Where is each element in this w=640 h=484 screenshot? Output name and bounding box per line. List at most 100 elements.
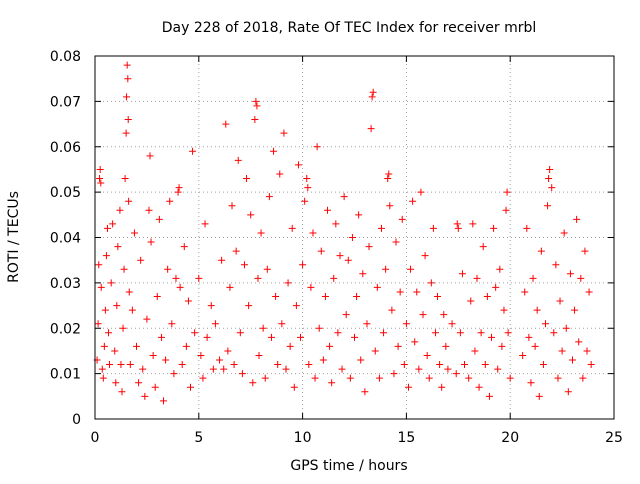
- data-point: [234, 156, 242, 164]
- data-point: [423, 351, 431, 359]
- data-point: [101, 306, 109, 314]
- data-point: [311, 374, 319, 382]
- data-point: [500, 306, 508, 314]
- data-point: [263, 265, 271, 273]
- data-point: [523, 224, 531, 232]
- data-point: [554, 374, 562, 382]
- data-point: [123, 93, 131, 101]
- data-point: [353, 292, 361, 300]
- data-point: [496, 265, 504, 273]
- x-tick-label: 20: [501, 430, 519, 446]
- data-point: [388, 306, 396, 314]
- data-point: [106, 361, 114, 369]
- data-point: [394, 342, 402, 350]
- data-point: [207, 302, 215, 310]
- data-point: [573, 215, 581, 223]
- data-point: [535, 392, 543, 400]
- data-point: [119, 324, 127, 332]
- data-point: [118, 388, 126, 396]
- data-point: [220, 365, 228, 373]
- data-point: [151, 383, 159, 391]
- data-point: [100, 342, 108, 350]
- data-point: [313, 143, 321, 151]
- data-point: [270, 147, 278, 155]
- tick-labels: 0 5 10 15 20 25 0 0.01 0.02 0.03 0.04 0.05 0.06 0.07 0…: [50, 49, 623, 446]
- data-point: [304, 184, 312, 192]
- data-point: [438, 383, 446, 391]
- data-point: [344, 256, 352, 264]
- data-point: [342, 311, 350, 319]
- data-point: [448, 320, 456, 328]
- data-point: [458, 270, 466, 278]
- data-point: [521, 288, 529, 296]
- data-point: [96, 175, 104, 183]
- data-point: [149, 351, 157, 359]
- data-point: [267, 333, 275, 341]
- data-point: [125, 197, 133, 205]
- data-point: [184, 297, 192, 305]
- y-tick-label: 0.07: [50, 94, 81, 110]
- data-point: [125, 288, 133, 296]
- data-point: [153, 292, 161, 300]
- y-tick-label: 0.04: [50, 231, 81, 247]
- data-point: [519, 351, 527, 359]
- data-point: [328, 379, 336, 387]
- data-point: [164, 265, 172, 273]
- data-point: [407, 265, 415, 273]
- data-point: [203, 333, 211, 341]
- data-point: [121, 175, 129, 183]
- data-point: [146, 152, 154, 160]
- data-point: [259, 324, 267, 332]
- data-point: [278, 320, 286, 328]
- data-point: [319, 356, 327, 364]
- data-point: [469, 220, 477, 228]
- data-point: [141, 392, 149, 400]
- data-point: [135, 379, 143, 387]
- data-point: [122, 129, 130, 137]
- data-point: [315, 324, 323, 332]
- data-point: [386, 202, 394, 210]
- data-point: [305, 361, 313, 369]
- data-point: [292, 302, 300, 310]
- data-point: [130, 229, 138, 237]
- data-point: [467, 297, 475, 305]
- x-tick-label: 5: [194, 430, 203, 446]
- y-tick-label: 0.06: [50, 140, 81, 156]
- data-point: [533, 306, 541, 314]
- data-point: [240, 261, 248, 269]
- data-point: [265, 193, 273, 201]
- data-point: [400, 361, 408, 369]
- data-point: [236, 329, 244, 337]
- data-point: [503, 188, 511, 196]
- data-point: [224, 347, 232, 355]
- data-point: [583, 347, 591, 355]
- data-point: [332, 220, 340, 228]
- data-point: [525, 333, 533, 341]
- data-point: [294, 161, 302, 169]
- data-point: [365, 243, 373, 251]
- data-point: [562, 324, 570, 332]
- data-point: [498, 342, 506, 350]
- data-point: [404, 383, 412, 391]
- data-point: [334, 329, 342, 337]
- data-point: [494, 365, 502, 373]
- x-tick-label: 15: [397, 430, 415, 446]
- data-point: [113, 302, 121, 310]
- data-point: [375, 374, 383, 382]
- data-point: [531, 342, 539, 350]
- data-point: [425, 374, 433, 382]
- data-point: [96, 165, 104, 173]
- data-point: [556, 297, 564, 305]
- data-point: [483, 292, 491, 300]
- data-point: [247, 211, 255, 219]
- data-point: [541, 320, 549, 328]
- data-point: [548, 184, 556, 192]
- data-point: [97, 283, 105, 291]
- data-point: [98, 365, 106, 373]
- data-point: [182, 342, 190, 350]
- data-point: [444, 365, 452, 373]
- data-point: [238, 370, 246, 378]
- data-point: [348, 234, 356, 241]
- data-point: [371, 347, 379, 355]
